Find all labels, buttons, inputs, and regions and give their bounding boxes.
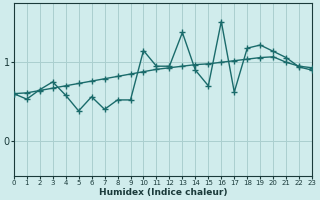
X-axis label: Humidex (Indice chaleur): Humidex (Indice chaleur) <box>99 188 227 197</box>
